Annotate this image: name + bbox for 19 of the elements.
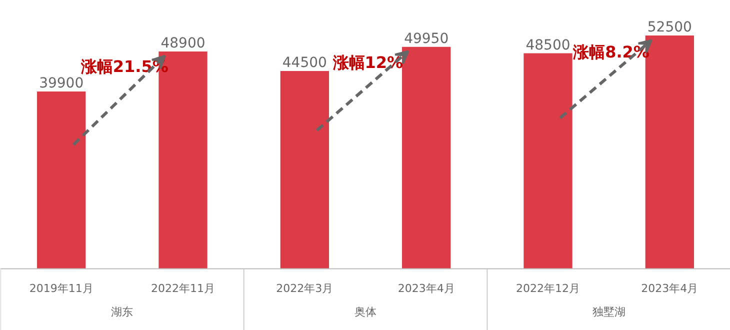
x-tick-label: 2019年11月: [29, 282, 94, 296]
data-label: 44500: [282, 55, 327, 72]
x-tick-label: 2023年4月: [641, 282, 698, 296]
bar: [280, 71, 329, 269]
data-label: 39900: [39, 75, 84, 92]
bar: [524, 53, 572, 269]
x-tick-label: 2022年3月: [276, 282, 334, 296]
data-label: 48500: [526, 37, 570, 54]
x-tick-label: 2022年11月: [151, 282, 216, 296]
text: 独墅湖: [592, 305, 626, 318]
data-label: 52500: [647, 19, 692, 36]
text: 湖东: [111, 305, 134, 318]
data-label: 48900: [160, 35, 206, 52]
x-tick-label: 2022年12月: [516, 282, 580, 296]
bar: [402, 46, 451, 269]
x-tick-label: 2023年4月: [398, 282, 455, 296]
data-label: 49950: [404, 30, 449, 47]
bar: [37, 91, 86, 269]
text: 奥体: [354, 305, 376, 318]
